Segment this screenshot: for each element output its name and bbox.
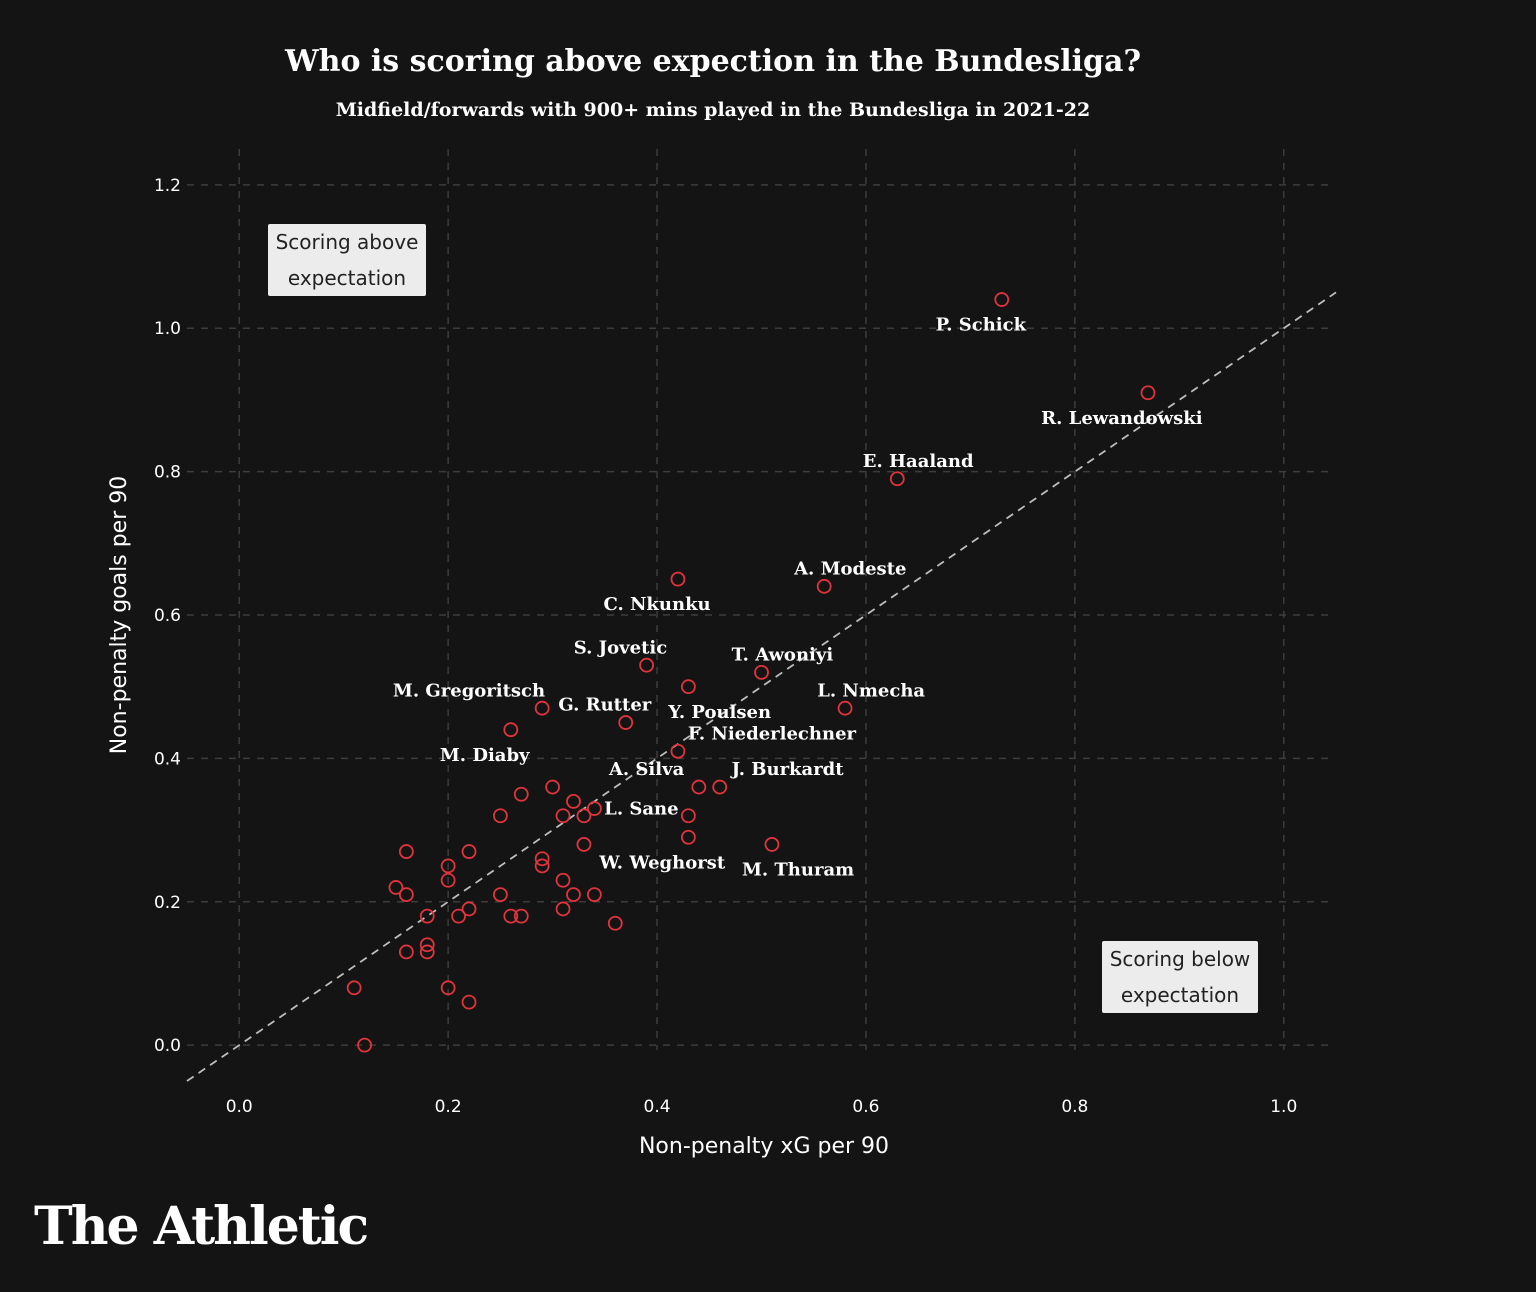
point-label: A. Modeste [793,558,906,579]
axis-ticks: 0.0 0.2 0.4 0.6 0.8 1.0 0.0 0.2 0.4 0.6 0.8 1.0 1.2 [154,176,1297,1117]
x-tick-label: 0.6 [852,1097,879,1117]
data-point [754,664,769,680]
data-point [618,715,634,730]
x-axis-label: Non-penalty xG per 90 [639,1134,889,1159]
data-points [346,292,1156,1053]
data-point [555,808,571,824]
y-axis-label: Non-penalty goals per 90 [107,476,132,754]
grid-lines [187,149,1333,1050]
point-label: A. Silva [608,759,685,780]
data-point [503,908,519,924]
point-label: P. Schick [936,315,1027,336]
data-point [419,908,435,924]
data-point [503,722,519,738]
data-point [555,901,571,917]
data-point [461,901,477,917]
data-point [566,794,581,809]
point-label: M. Thuram [742,860,854,881]
point-label: R. Lewandowski [1041,408,1203,429]
point-label: J. Burkardt [730,759,845,780]
x-tick-label: 0.2 [435,1097,462,1117]
data-point [440,872,456,888]
x-tick-label: 1.0 [1270,1097,1297,1117]
y-tick-label: 0.6 [154,606,181,626]
data-point [607,915,623,931]
data-point [451,908,466,924]
data-point [534,700,550,716]
y-tick-label: 0.2 [154,893,181,913]
data-point [994,292,1010,307]
data-point [576,808,592,824]
data-point [837,700,853,716]
y-tick-label: 1.0 [154,319,181,339]
annotation-below: Scoring below expectation [1102,941,1258,1013]
data-point [346,980,362,996]
data-point [398,944,414,960]
point-label: M. Gregoritsch [393,680,545,701]
data-point [357,1037,372,1053]
data-point [419,944,435,960]
data-point [534,858,550,874]
data-point [691,779,707,795]
data-point [492,887,508,902]
point-label: C. Nkunku [603,594,710,615]
data-point [461,844,477,859]
point-label: F. Niederlechner [688,723,857,744]
x-tick-label: 0.0 [226,1097,253,1117]
chart-subtitle: Midfield/forwards with 900+ mins played … [335,99,1091,121]
data-point [680,679,696,695]
data-point [889,471,905,487]
point-labels: P. Schick R. Lewandowski E. Haaland A. Mode… [393,315,1203,881]
data-point [419,937,435,953]
brand-logo: The Athletic [34,1196,369,1257]
data-point [513,908,529,924]
point-label: G. Rutter [558,695,651,716]
data-point [566,887,581,902]
annotation-below-line-1: Scoring below [1109,947,1251,971]
x-tick-label: 0.4 [644,1097,671,1117]
data-point [816,578,832,594]
data-point [545,779,560,795]
point-label: Y. Poulsen [667,702,771,723]
data-point [680,829,696,845]
annotation-above: Scoring above expectation [268,224,426,296]
y-tick-label: 1.2 [154,176,181,196]
data-point [1140,385,1156,401]
data-point [440,980,456,996]
chart-title: Who is scoring above expection in the Bu… [284,44,1142,79]
y-tick-label: 0.4 [154,749,181,769]
data-point [586,801,602,816]
data-point [492,808,508,824]
data-point [670,571,686,587]
data-point [440,858,456,874]
annotation-above-line-1: Scoring above [275,230,419,254]
data-point [398,844,414,859]
point-label: S. Jovetic [574,637,667,658]
point-label: T. Awoniyi [732,644,834,665]
point-label: M. Diaby [440,745,530,766]
data-point [680,808,696,824]
y-tick-label: 0.8 [154,463,181,483]
data-point [576,837,592,852]
data-point [764,837,780,852]
data-point [398,887,414,902]
data-point [586,887,602,902]
data-point [534,851,550,867]
y-tick-label: 0.0 [154,1036,181,1056]
data-point [712,779,728,795]
data-point [388,880,404,895]
point-label: E. Haaland [863,451,974,472]
x-tick-label: 0.8 [1061,1097,1088,1117]
point-label: L. Nmecha [817,680,925,701]
annotation-above-line-2: expectation [287,266,407,290]
data-point [555,872,571,888]
point-label: W. Weghorst [598,852,725,873]
data-point [461,994,477,1010]
point-label: L. Sane [604,799,678,820]
data-point [513,786,529,802]
data-point [670,743,686,759]
annotation-below-line-2: expectation [1120,983,1240,1007]
data-point [639,657,654,673]
